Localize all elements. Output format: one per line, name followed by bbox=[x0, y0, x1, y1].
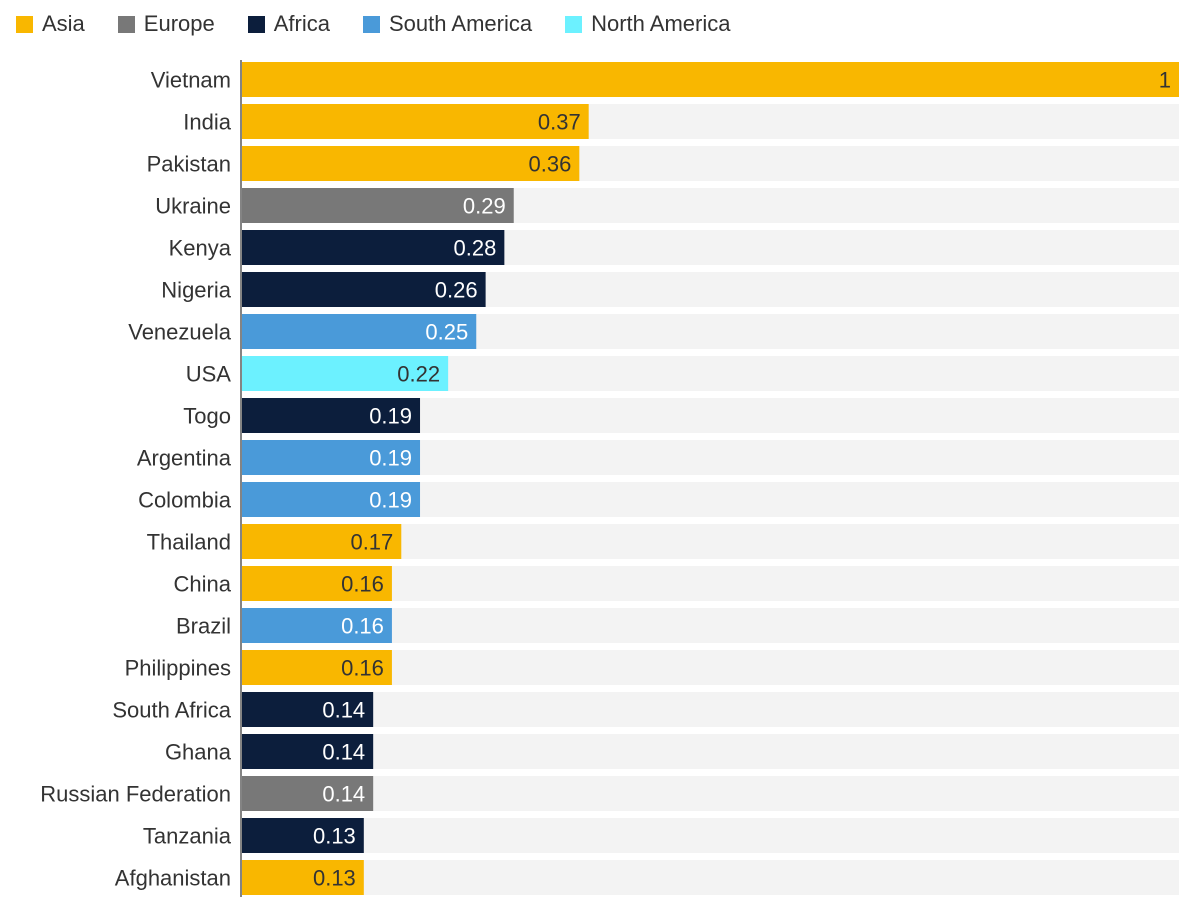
bar-ghana bbox=[242, 734, 374, 769]
bar-track-south-africa bbox=[242, 692, 1179, 727]
bar-track-brazil bbox=[242, 608, 1179, 643]
value-label-india: 0.37 bbox=[538, 110, 581, 135]
category-label-pakistan: Pakistan bbox=[147, 152, 231, 177]
category-label-afghanistan: Afghanistan bbox=[115, 866, 231, 891]
bar-track-afghanistan bbox=[242, 860, 1179, 895]
bar-philippines bbox=[242, 650, 392, 685]
category-label-ukraine: Ukraine bbox=[155, 194, 231, 219]
bar-usa bbox=[242, 356, 449, 391]
category-label-venezuela: Venezuela bbox=[128, 320, 232, 345]
category-label-south-africa: South Africa bbox=[112, 698, 231, 723]
value-label-brazil: 0.16 bbox=[341, 614, 384, 639]
value-label-venezuela: 0.25 bbox=[425, 320, 468, 345]
value-label-nigeria: 0.26 bbox=[435, 278, 478, 303]
category-label-nigeria: Nigeria bbox=[161, 278, 231, 303]
bar-vietnam bbox=[242, 62, 1179, 97]
category-label-thailand: Thailand bbox=[147, 530, 231, 555]
value-label-thailand: 0.17 bbox=[350, 530, 393, 555]
bar-argentina bbox=[242, 440, 421, 475]
legend-label-asia: Asia bbox=[42, 11, 85, 36]
category-label-ghana: Ghana bbox=[165, 740, 232, 765]
value-label-vietnam: 1 bbox=[1159, 68, 1171, 93]
legend-item-south-america: South America bbox=[363, 11, 532, 37]
bar-india bbox=[242, 104, 589, 139]
bar-colombia bbox=[242, 482, 421, 517]
category-label-russian-federation: Russian Federation bbox=[40, 782, 231, 807]
bar-afghanistan bbox=[242, 860, 364, 895]
value-label-south-africa: 0.14 bbox=[322, 698, 365, 723]
value-label-russian-federation: 0.14 bbox=[322, 782, 365, 807]
legend-label-south-america: South America bbox=[389, 11, 533, 36]
category-label-colombia: Colombia bbox=[138, 488, 232, 513]
bar-track-tanzania bbox=[242, 818, 1179, 853]
value-label-tanzania: 0.13 bbox=[313, 824, 356, 849]
legend-swatch-europe bbox=[117, 15, 135, 33]
bar-track-russian-federation bbox=[242, 776, 1179, 811]
category-label-togo: Togo bbox=[183, 404, 231, 429]
legend-item-asia: Asia bbox=[16, 11, 85, 37]
bar-kenya bbox=[242, 230, 505, 265]
bar-russian-federation bbox=[242, 776, 374, 811]
category-label-kenya: Kenya bbox=[169, 236, 232, 261]
value-label-togo: 0.19 bbox=[369, 404, 412, 429]
value-label-usa: 0.22 bbox=[397, 362, 440, 387]
category-label-india: India bbox=[183, 110, 231, 135]
chart-legend: Asia Europe Africa South America North Ameri… bbox=[16, 10, 763, 38]
bar-track-ghana bbox=[242, 734, 1179, 769]
legend-swatch-north-america bbox=[565, 15, 583, 33]
legend-label-africa: Africa bbox=[273, 11, 330, 36]
legend-swatch-south-america bbox=[363, 15, 380, 33]
bar-tanzania bbox=[242, 818, 364, 853]
value-label-argentina: 0.19 bbox=[369, 446, 412, 471]
bar-china bbox=[242, 566, 392, 601]
bar-venezuela bbox=[242, 314, 477, 349]
bar-togo bbox=[242, 398, 421, 433]
value-label-pakistan: 0.36 bbox=[528, 152, 571, 177]
bar-thailand bbox=[242, 524, 402, 559]
bar-nigeria bbox=[242, 272, 486, 307]
bar-track-china bbox=[242, 566, 1179, 601]
value-label-kenya: 0.28 bbox=[454, 236, 497, 261]
legend-item-europe: Europe bbox=[117, 11, 215, 37]
legend-swatch-asia bbox=[16, 15, 33, 33]
legend-swatch-africa bbox=[247, 15, 265, 33]
value-label-afghanistan: 0.13 bbox=[313, 866, 356, 891]
bar-track-philippines bbox=[242, 650, 1179, 685]
category-label-tanzania: Tanzania bbox=[143, 824, 232, 849]
bar-south-africa bbox=[242, 692, 374, 727]
category-label-china: China bbox=[174, 572, 232, 597]
category-label-brazil: Brazil bbox=[176, 614, 231, 639]
value-label-ghana: 0.14 bbox=[322, 740, 365, 765]
legend-label-europe: Europe bbox=[143, 11, 215, 36]
legend-item-africa: Africa bbox=[247, 11, 330, 37]
bar-ukraine bbox=[242, 188, 514, 223]
category-label-usa: USA bbox=[186, 362, 232, 387]
category-label-philippines: Philippines bbox=[125, 656, 231, 681]
category-label-argentina: Argentina bbox=[137, 446, 232, 471]
bar-brazil bbox=[242, 608, 392, 643]
value-label-china: 0.16 bbox=[341, 572, 384, 597]
legend-item-north-america: North America bbox=[565, 11, 730, 37]
category-label-vietnam: Vietnam bbox=[151, 68, 231, 93]
legend-label-north-america: North America bbox=[591, 11, 731, 36]
bar-pakistan bbox=[242, 146, 580, 181]
value-label-philippines: 0.16 bbox=[341, 656, 384, 681]
value-label-colombia: 0.19 bbox=[369, 488, 412, 513]
value-label-ukraine: 0.29 bbox=[463, 194, 506, 219]
